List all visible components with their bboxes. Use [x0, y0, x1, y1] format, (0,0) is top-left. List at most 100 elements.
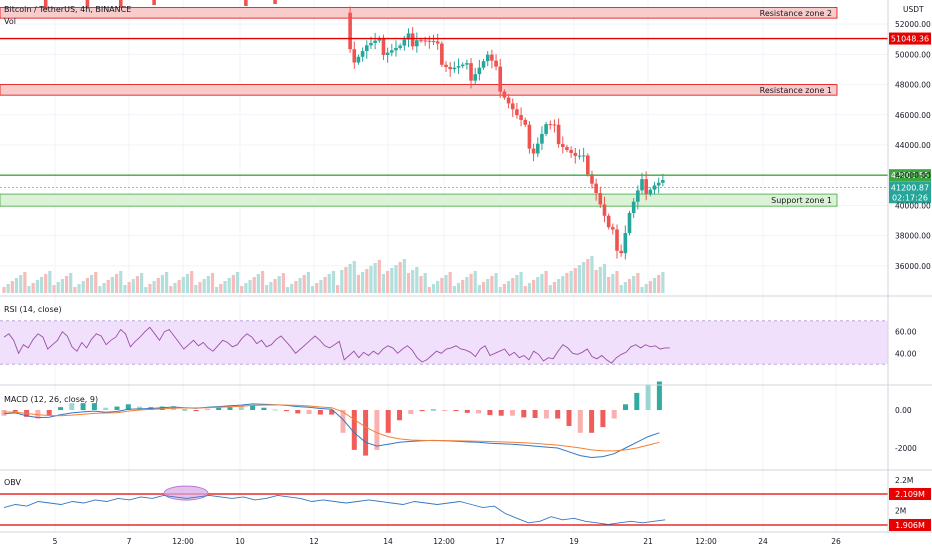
candle-body[interactable] — [606, 215, 611, 228]
candle-body[interactable] — [623, 233, 628, 254]
candle-body[interactable] — [469, 63, 473, 81]
candle-body[interactable] — [627, 212, 632, 234]
candle-body[interactable] — [465, 63, 469, 65]
candle-body[interactable] — [369, 42, 373, 46]
candle-body[interactable] — [402, 39, 407, 46]
obv-line[interactable] — [3, 494, 666, 525]
macd-line[interactable] — [3, 403, 660, 459]
candle-body[interactable] — [556, 124, 561, 145]
candle-body[interactable] — [498, 66, 503, 92]
volume-bar — [206, 276, 210, 293]
candle-body[interactable] — [619, 250, 623, 254]
candle-body[interactable] — [631, 201, 636, 213]
candle-body[interactable] — [460, 64, 465, 67]
candle-body[interactable] — [519, 115, 523, 120]
candle-body[interactable] — [656, 182, 661, 186]
candle-body[interactable] — [456, 66, 461, 68]
candle-body[interactable] — [118, 0, 123, 8]
candle-body[interactable] — [415, 40, 419, 47]
candle-body[interactable] — [244, 0, 248, 6]
candle-body[interactable] — [573, 152, 578, 156]
candle-body[interactable] — [431, 41, 436, 43]
candle-body[interactable] — [569, 149, 573, 153]
candle-body[interactable] — [540, 133, 544, 144]
candle-body[interactable] — [390, 50, 394, 53]
candle-body[interactable] — [406, 33, 411, 40]
candle-body[interactable] — [548, 124, 553, 126]
candles-layer[interactable] — [43, 0, 665, 260]
volume-bar — [515, 275, 519, 293]
candle-body[interactable] — [590, 174, 594, 184]
candle-body[interactable] — [348, 12, 352, 50]
candle-body[interactable] — [594, 183, 598, 194]
candle-body[interactable] — [581, 155, 586, 157]
candle-body[interactable] — [490, 54, 494, 61]
candle-body[interactable] — [611, 227, 615, 230]
candle-body[interactable] — [364, 45, 369, 52]
candle-body[interactable] — [360, 51, 365, 57]
candle-body[interactable] — [448, 66, 452, 70]
candle-body[interactable] — [535, 143, 540, 154]
candle-body[interactable] — [515, 109, 519, 116]
candle-body[interactable] — [273, 0, 277, 4]
candle-body[interactable] — [410, 33, 415, 47]
candle-body[interactable] — [506, 97, 511, 104]
candle-body[interactable] — [394, 47, 398, 51]
candle-body[interactable] — [398, 45, 402, 48]
candle-body[interactable] — [598, 193, 603, 205]
candle-body[interactable] — [531, 148, 536, 154]
candle-body[interactable] — [661, 180, 665, 183]
candle-body[interactable] — [560, 144, 565, 148]
obv-pane[interactable]: 2.2M 2M 2.109M 1.906M — [0, 476, 931, 531]
candle-body[interactable] — [356, 56, 361, 63]
candle-body[interactable] — [523, 119, 528, 125]
candle-body[interactable] — [377, 38, 382, 41]
candle-body[interactable] — [444, 64, 448, 67]
candle-body[interactable] — [352, 49, 357, 63]
candle-body[interactable] — [640, 179, 644, 191]
macd-pane[interactable]: 0.00 -2000 — [1, 381, 918, 459]
candle-body[interactable] — [636, 190, 640, 202]
candle-body[interactable] — [644, 179, 648, 194]
candle-body[interactable] — [373, 40, 377, 43]
candle-body[interactable] — [427, 40, 432, 42]
candle-body[interactable] — [419, 40, 423, 42]
candle-body[interactable] — [452, 67, 457, 70]
signal-line[interactable] — [3, 404, 660, 452]
macd-histogram-bar — [182, 409, 188, 411]
rsi-pane[interactable]: 40.00 60.00 — [0, 320, 917, 365]
candle-body[interactable] — [385, 52, 390, 55]
candle-body[interactable] — [85, 0, 90, 7]
candle-body[interactable] — [577, 155, 582, 157]
volume-bar — [173, 283, 177, 293]
candle-body[interactable] — [43, 0, 48, 9]
candle-body[interactable] — [586, 155, 590, 175]
candle-body[interactable] — [510, 103, 515, 110]
candle-body[interactable] — [544, 124, 548, 134]
candle-body[interactable] — [552, 124, 557, 126]
candle-body[interactable] — [473, 74, 478, 81]
candle-body[interactable] — [423, 40, 427, 42]
candle-body[interactable] — [615, 229, 619, 251]
candle-body[interactable] — [440, 43, 444, 65]
candle-body[interactable] — [494, 60, 498, 67]
volume-bar — [502, 284, 506, 293]
volume-bar — [544, 271, 548, 293]
candle-body[interactable] — [435, 41, 440, 44]
candle-body[interactable] — [648, 189, 653, 194]
volume-bar — [148, 284, 152, 293]
candle-body[interactable] — [152, 0, 156, 5]
candle-body[interactable] — [481, 61, 486, 68]
candle-body[interactable] — [652, 185, 657, 190]
candle-body[interactable] — [502, 91, 507, 98]
candle-body[interactable] — [527, 124, 532, 149]
candle-body[interactable] — [602, 204, 607, 216]
candle-body[interactable] — [565, 147, 569, 150]
rsi-line[interactable] — [3, 326, 670, 364]
candle-body[interactable] — [477, 67, 482, 75]
candle-body[interactable] — [381, 38, 386, 55]
candle-body[interactable] — [485, 54, 490, 62]
